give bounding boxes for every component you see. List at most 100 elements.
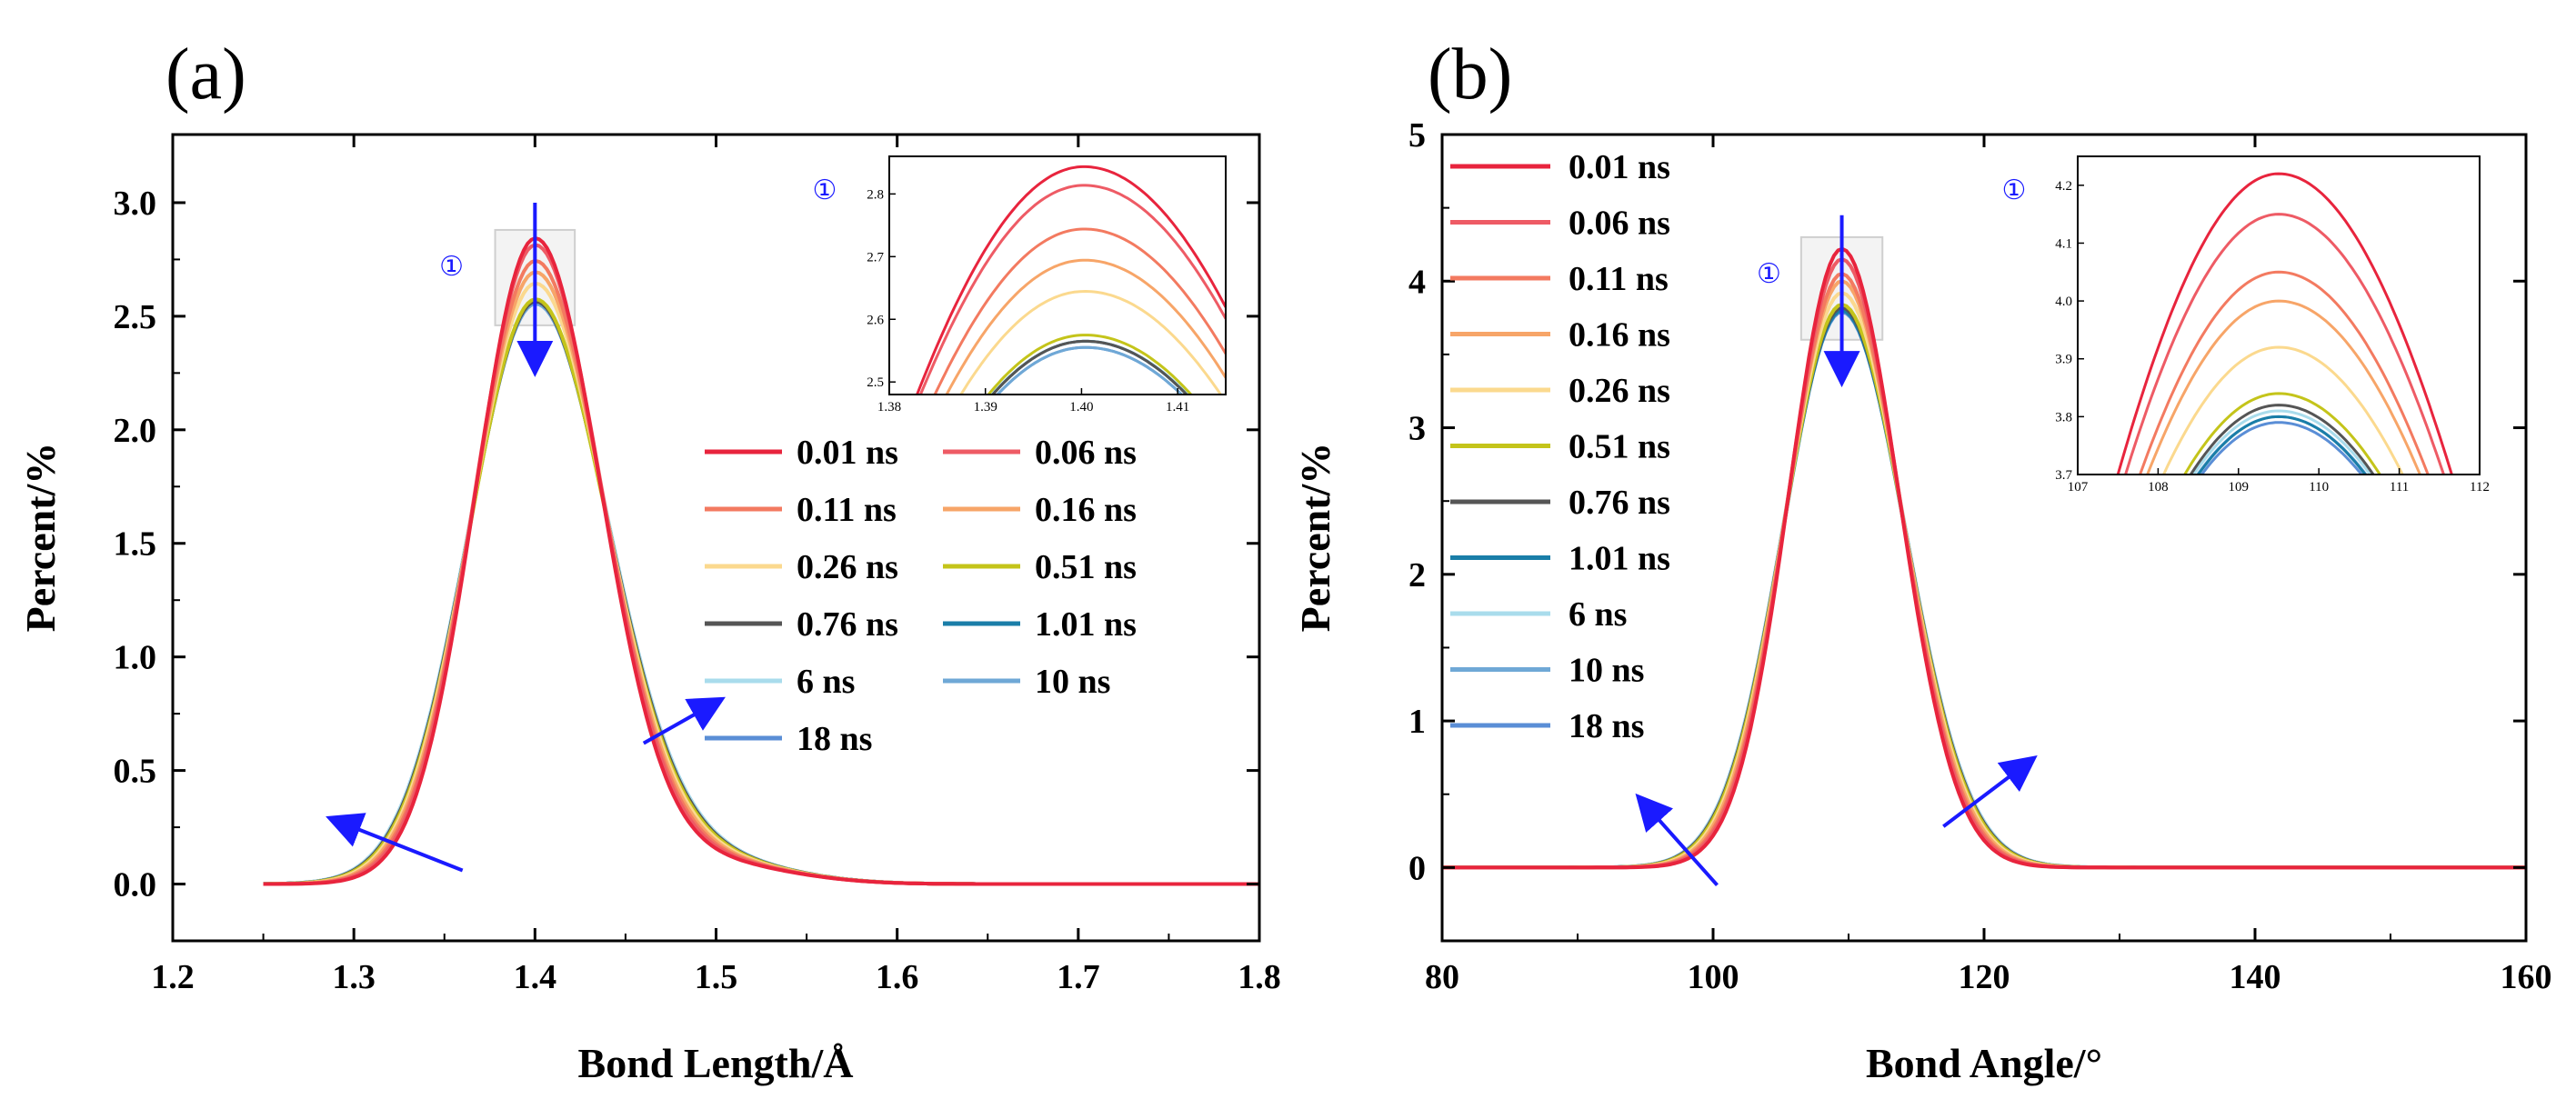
inset-x-tick-label: 107 xyxy=(2068,480,2089,495)
y-tick-label: 3 xyxy=(1408,410,1426,448)
x-tick-label: 100 xyxy=(1688,958,1739,996)
legend-entry: 0.16 ns xyxy=(1450,316,1670,355)
panel-a-inset-marker: ① xyxy=(813,175,837,206)
legend-label: 0.51 ns xyxy=(1035,548,1137,586)
x-tick-label: 1.6 xyxy=(876,958,919,996)
inset-series-line-0-16-ns xyxy=(945,258,1226,395)
y-tick-label: 2 xyxy=(1408,556,1426,594)
panel-a-inset-ticks: 1.38 1.39 1.40 1.41 2.5 2.6 2.7 2.8 xyxy=(867,187,1189,415)
legend-entry: 0.16 ns xyxy=(943,491,1137,529)
inset-series-line-0-16-ns xyxy=(2146,299,2422,475)
y-tick-label: 0 xyxy=(1408,849,1426,887)
inset-series-line-18-ns xyxy=(2200,421,2364,475)
legend-entry: 18 ns xyxy=(705,720,872,758)
panel-a-inset: ① 1.38 1.39 1.40 1.41 2.5 2.6 2.7 2.8 xyxy=(813,155,1227,415)
legend-entry: 0.11 ns xyxy=(1450,260,1669,298)
inset-x-tick-label: 108 xyxy=(2148,480,2169,495)
inset-x-tick-label: 112 xyxy=(2470,480,2490,495)
trend-arrow xyxy=(642,696,726,745)
x-tick-label: 120 xyxy=(1959,958,2010,996)
trend-arrow xyxy=(326,813,464,873)
panel-a: (a) 1.2 1.3 1.4 1.5 1.6 1.7 1.8 0.0 0.5 1.0 1.5 2.… xyxy=(17,35,1281,1086)
legend-entry: 10 ns xyxy=(943,663,1110,701)
legend-entry: 0.06 ns xyxy=(1450,205,1670,243)
inset-x-tick-label: 1.39 xyxy=(974,400,997,415)
panel-b-inset-marker: ① xyxy=(2002,175,2027,206)
panel-b-series xyxy=(1442,246,2526,870)
inset-series-line-0-01-ns xyxy=(915,165,1226,395)
inset-x-tick-label: 110 xyxy=(2309,480,2329,495)
legend-label: 0.51 ns xyxy=(1569,428,1670,466)
inset-y-tick-label: 3.8 xyxy=(2055,410,2072,425)
legend-label: 0.01 ns xyxy=(797,434,898,472)
inset-x-tick-label: 109 xyxy=(2229,480,2250,495)
inset-series-line-10-ns xyxy=(996,345,1184,395)
legend-label: 0.76 ns xyxy=(1569,484,1670,522)
legend-label: 0.26 ns xyxy=(1569,372,1670,410)
series-line-0-01-ns xyxy=(1442,246,2526,870)
inset-x-tick-label: 1.40 xyxy=(1069,400,1093,415)
legend-label: 1.01 ns xyxy=(1569,540,1670,578)
inset-series-line-0-51-ns xyxy=(2182,392,2382,475)
inset-series-line-0-76-ns xyxy=(990,339,1188,395)
panel-a-y-axis-title: Percent/% xyxy=(17,443,64,633)
legend-entry: 0.11 ns xyxy=(705,491,897,529)
legend-entry: 10 ns xyxy=(1450,652,1644,690)
panel-a-region-marker: ① xyxy=(439,251,464,283)
y-tick-label: 0.0 xyxy=(114,866,157,904)
legend-label: 0.11 ns xyxy=(797,491,897,529)
panel-a-inset-frame xyxy=(888,155,1227,395)
x-tick-label: 1.8 xyxy=(1238,958,1281,996)
x-tick-label: 1.5 xyxy=(695,958,738,996)
y-tick-label: 5 xyxy=(1408,116,1426,155)
legend-label: 0.16 ns xyxy=(1035,491,1137,529)
panel-a-x-ticks: 1.2 1.3 1.4 1.5 1.6 1.7 1.8 xyxy=(151,135,1281,996)
inset-series-line-1-01-ns xyxy=(2196,415,2368,475)
panel-b-inset-series xyxy=(2116,172,2453,475)
inset-y-tick-label: 4.2 xyxy=(2055,179,2072,194)
inset-x-tick-label: 1.41 xyxy=(1166,400,1189,415)
x-tick-label: 80 xyxy=(1425,958,1459,996)
legend-entry: 0.26 ns xyxy=(1450,372,1670,410)
x-tick-label: 140 xyxy=(2230,958,2281,996)
x-tick-label: 1.4 xyxy=(514,958,557,996)
inset-series-line-0-11-ns xyxy=(933,227,1226,395)
panel-b-inset-frame xyxy=(2077,155,2481,475)
panel-a-plot-frame xyxy=(171,133,1261,943)
legend-label: 18 ns xyxy=(1569,707,1644,745)
panel-a-y-ticks: 0.0 0.5 1.0 1.5 2.0 2.5 3.0 xyxy=(114,185,1259,904)
legend-label: 0.06 ns xyxy=(1569,205,1670,243)
legend-entry: 0.01 ns xyxy=(705,434,898,472)
series-line-0-01-ns xyxy=(263,236,1259,886)
inset-series-line-0-76-ns xyxy=(2189,404,2375,475)
y-tick-label: 1.0 xyxy=(114,639,157,677)
panel-b-y-axis-title: Percent/% xyxy=(1292,443,1338,633)
panel-b-legend: 0.01 ns 0.06 ns 0.11 ns 0.16 ns 0.26 ns 0.51 … xyxy=(1450,148,1670,745)
panel-b-inset: ① 107 108 109 110 111 112 3.7 3.8 3.9 4.0 4.1 4.2 xyxy=(2002,155,2490,495)
inset-x-tick-label: 1.38 xyxy=(877,400,901,415)
inset-series-line-0-01-ns xyxy=(2116,172,2453,475)
panel-a-x-axis-title: Bond Length/Å xyxy=(578,1040,854,1086)
inset-series-line-0-51-ns xyxy=(987,334,1193,395)
legend-entry: 0.06 ns xyxy=(943,434,1137,472)
inset-y-tick-label: 3.9 xyxy=(2055,353,2072,367)
legend-entry: 0.76 ns xyxy=(1450,484,1670,522)
legend-entry: 0.76 ns xyxy=(705,605,898,644)
y-tick-label: 1 xyxy=(1408,703,1426,741)
inset-series-line-0-06-ns xyxy=(918,184,1226,395)
x-tick-label: 1.7 xyxy=(1057,958,1100,996)
inset-y-tick-label: 3.7 xyxy=(2055,468,2072,483)
inset-series-line-10-ns xyxy=(2196,415,2368,475)
inset-y-tick-label: 2.8 xyxy=(867,187,884,202)
panel-b-y-ticks: 0 1 2 3 4 5 xyxy=(1408,116,2526,887)
x-tick-label: 160 xyxy=(2501,958,2552,996)
y-tick-label: 2.0 xyxy=(114,412,157,450)
legend-label: 10 ns xyxy=(1035,663,1110,701)
panel-b-region-marker: ① xyxy=(1757,258,1781,290)
y-tick-label: 4 xyxy=(1408,263,1426,301)
y-tick-label: 3.0 xyxy=(114,185,157,223)
panel-a-label: (a) xyxy=(165,35,246,115)
panel-a-arrows xyxy=(326,202,726,873)
y-tick-label: 2.5 xyxy=(114,298,157,336)
legend-entry: 0.51 ns xyxy=(943,548,1137,586)
